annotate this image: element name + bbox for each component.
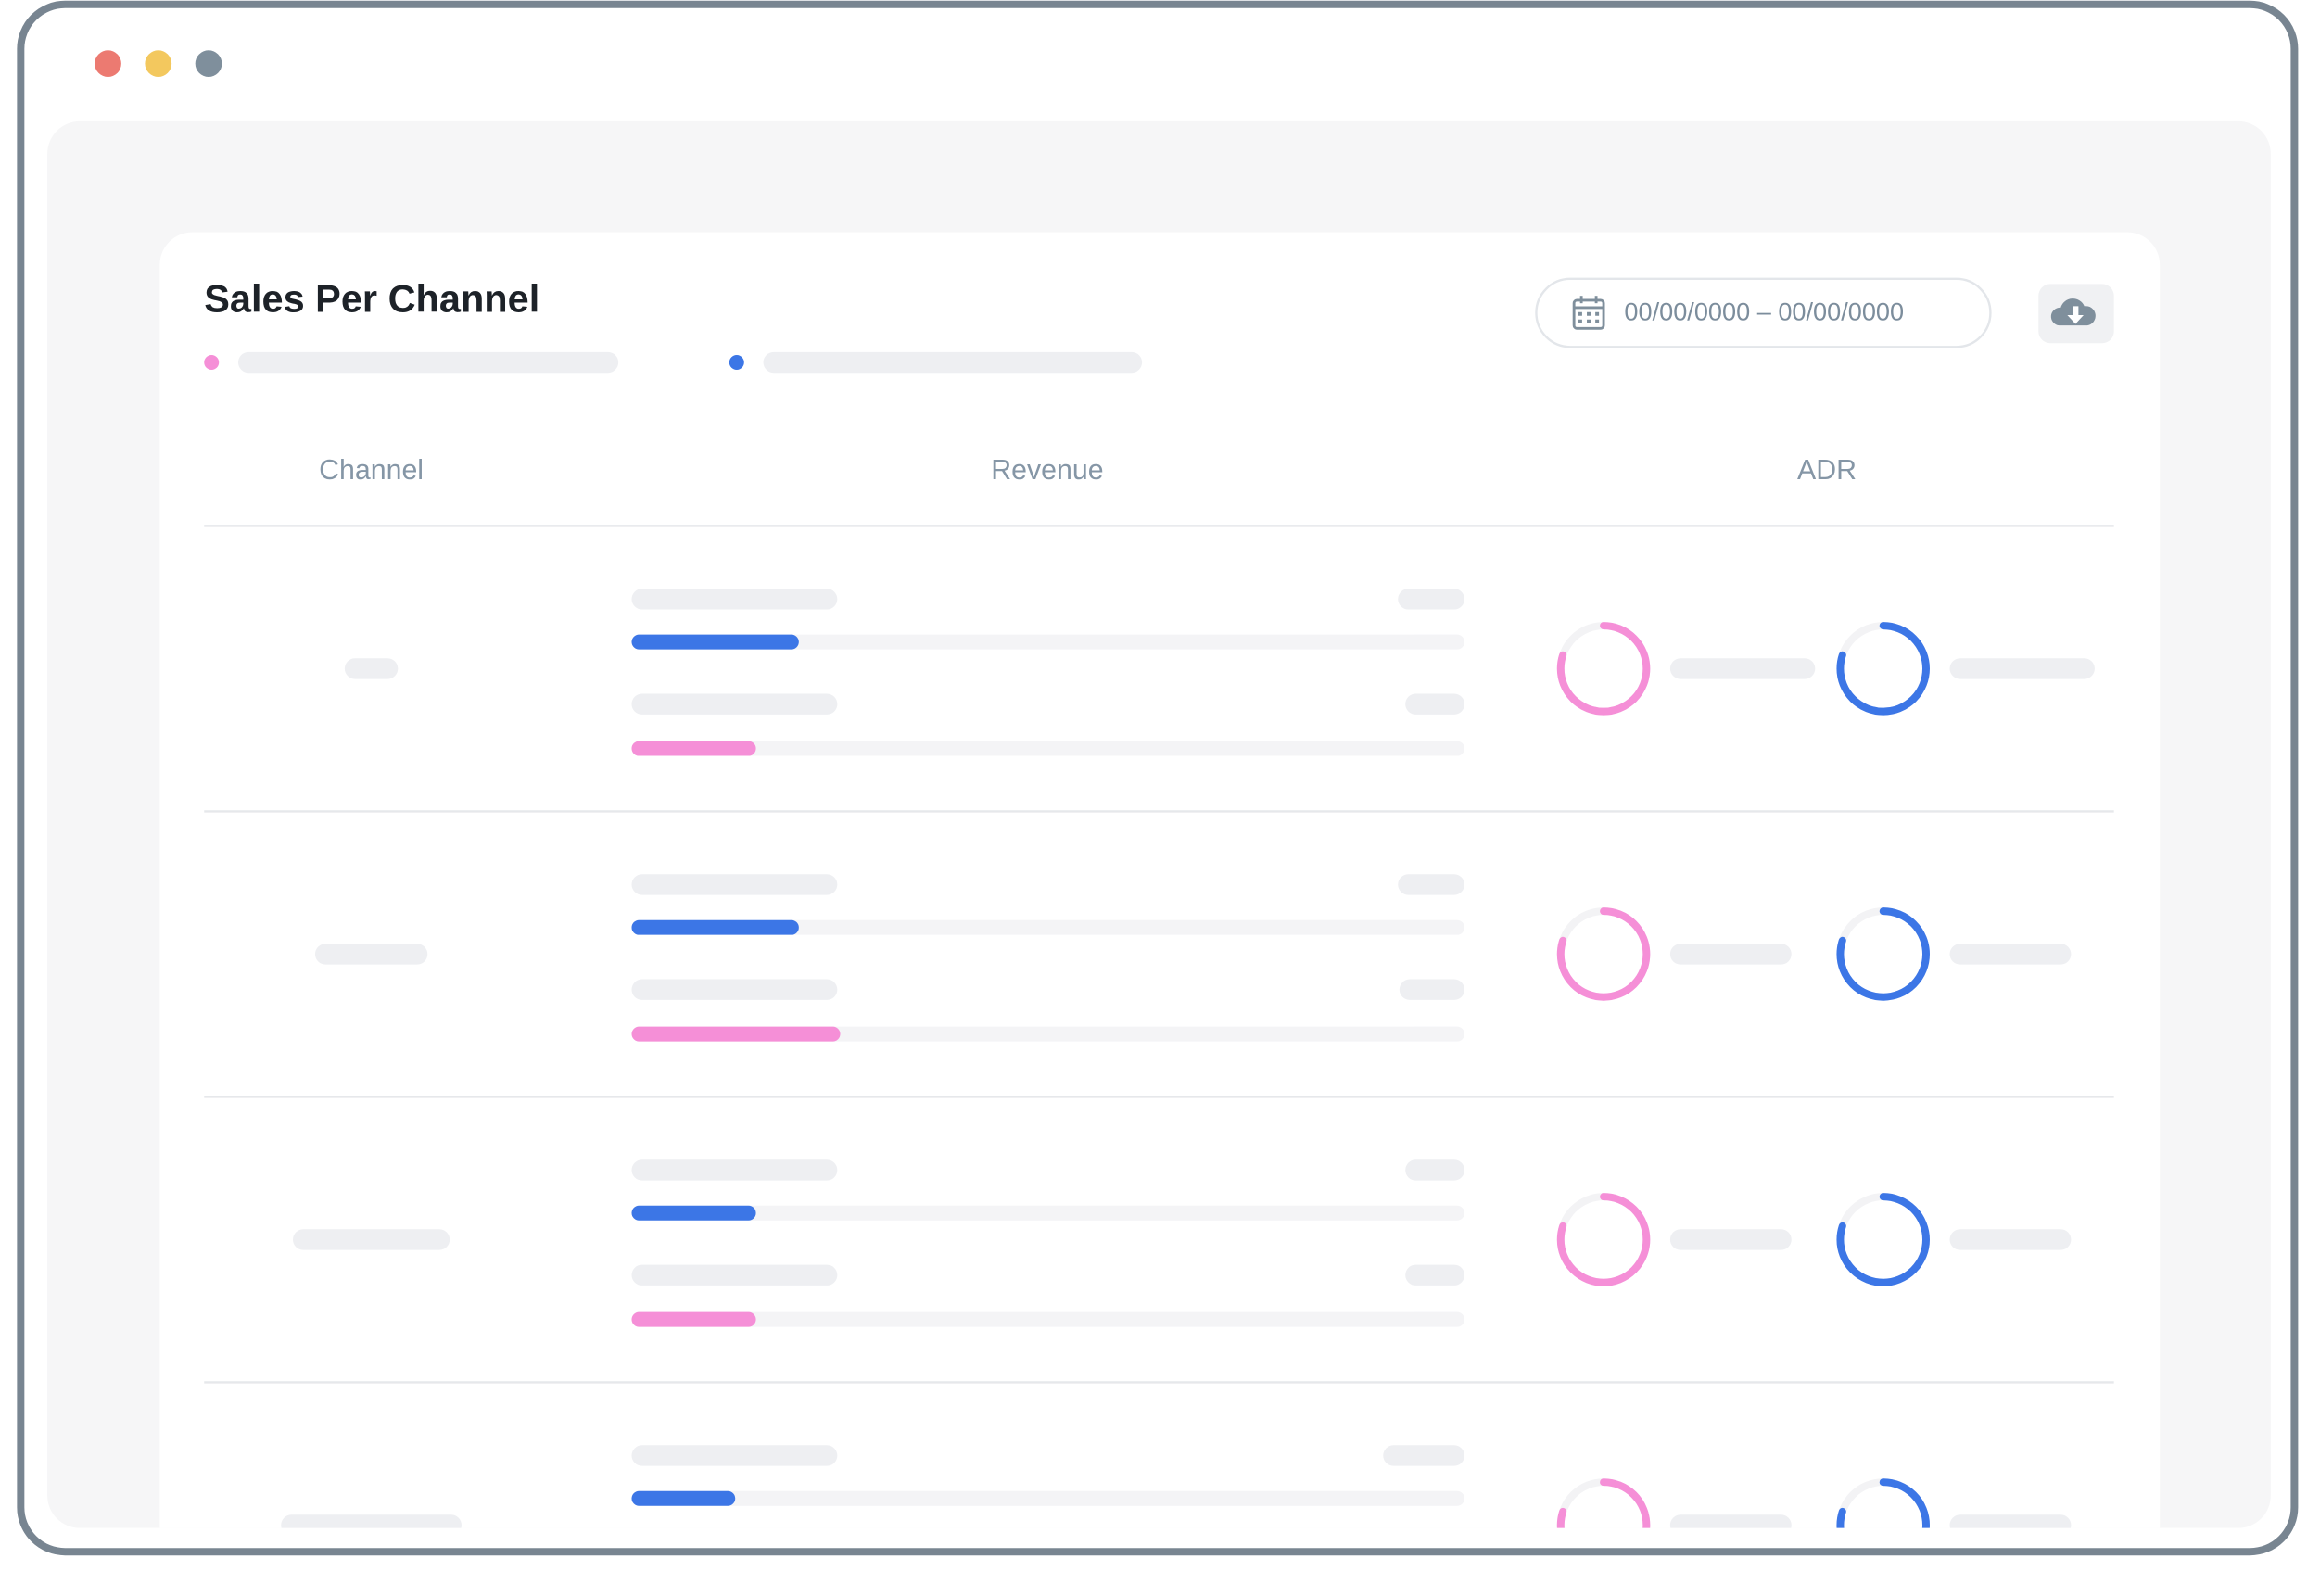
- legend-skeleton: [763, 351, 1143, 374]
- card-title: Sales Per Channel: [204, 277, 539, 321]
- ring-arc: [1556, 1478, 1651, 1528]
- ring-arc: [1556, 1193, 1651, 1286]
- calendar-dots: [1578, 311, 1600, 323]
- value-skeleton: [1398, 874, 1465, 895]
- ring-arc: [1556, 622, 1651, 716]
- adr-skeleton: [1669, 1229, 1792, 1250]
- ring-arc: [1556, 907, 1651, 1001]
- date-picker[interactable]: 00/00/0000 – 00/00/0000: [1535, 277, 1992, 348]
- value-skeleton: [1383, 1445, 1465, 1466]
- channel-skeleton: [281, 1514, 462, 1528]
- card: [159, 232, 2161, 1528]
- progress-fill: [631, 634, 799, 650]
- calendar-icon: [1572, 296, 1605, 330]
- legend-dot: [729, 355, 744, 370]
- adr-skeleton: [1669, 944, 1792, 965]
- progress-track: [631, 1311, 1465, 1327]
- column-header: Revenue: [991, 455, 1103, 486]
- progress-track: [631, 1026, 1465, 1042]
- value-skeleton: [1405, 1159, 1465, 1181]
- value-skeleton: [1398, 589, 1465, 610]
- progress-fill: [631, 741, 756, 756]
- label-skeleton: [631, 589, 838, 610]
- progress-track: [631, 741, 1465, 756]
- window-content: Sales Per Channel 00/00/0000 – 00/00/000…: [17, 0, 2299, 1556]
- legend-skeleton: [237, 351, 619, 374]
- ring-arc: [1836, 907, 1930, 1001]
- ring-arc: [1836, 622, 1930, 716]
- date-pill[interactable]: [1535, 277, 1992, 348]
- progress-fill: [631, 919, 799, 935]
- progress-fill: [631, 1490, 736, 1506]
- column-header: ADR: [1797, 455, 1857, 486]
- progress-track: [631, 1205, 1465, 1221]
- adr-skeleton: [1949, 944, 2072, 965]
- progress-track: [631, 1490, 1465, 1506]
- maximize-dot[interactable]: [195, 50, 222, 77]
- progress-fill: [631, 1026, 841, 1042]
- label-skeleton: [631, 874, 838, 895]
- channel-skeleton: [293, 1229, 450, 1250]
- label-skeleton: [631, 979, 838, 1000]
- adr-skeleton: [1949, 1514, 2072, 1528]
- adr-skeleton: [1669, 658, 1816, 679]
- value-skeleton: [1399, 979, 1465, 1000]
- close-dot[interactable]: [95, 50, 121, 77]
- column-header: Channel: [319, 455, 424, 486]
- progress-fill: [631, 1205, 756, 1221]
- ring-arc: [1836, 1478, 1930, 1528]
- label-skeleton: [631, 1445, 838, 1466]
- legend-dot: [204, 355, 220, 370]
- download-button[interactable]: [2038, 284, 2114, 344]
- progress-fill: [631, 1311, 756, 1327]
- ring-arc: [1836, 1193, 1930, 1286]
- value-skeleton: [1405, 1264, 1465, 1286]
- minimize-dot[interactable]: [145, 50, 172, 77]
- label-skeleton: [631, 693, 838, 715]
- channel-skeleton: [344, 658, 399, 679]
- label-skeleton: [631, 1264, 838, 1286]
- adr-skeleton: [1949, 1229, 2072, 1250]
- adr-skeleton: [1949, 658, 2095, 679]
- card-area: Sales Per Channel 00/00/0000 – 00/00/000…: [159, 232, 2161, 1528]
- channel-skeleton: [314, 944, 428, 965]
- progress-track: [631, 919, 1465, 935]
- label-skeleton: [631, 1159, 838, 1181]
- adr-skeleton: [1669, 1514, 1792, 1528]
- value-skeleton: [1405, 693, 1465, 715]
- progress-track: [631, 634, 1465, 650]
- date-range: 00/00/0000 – 00/00/0000: [1624, 298, 1904, 326]
